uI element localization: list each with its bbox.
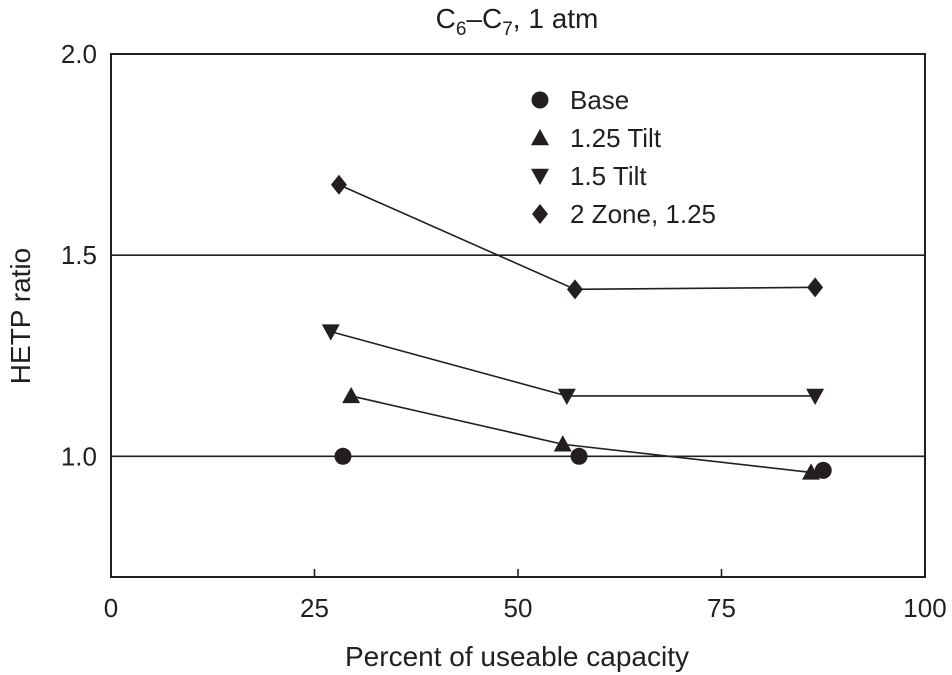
point-base-2 [570, 447, 588, 465]
x-tick-label-25: 25 [300, 593, 329, 623]
legend-label-2-zone-1-25: 2 Zone, 1.25 [570, 199, 716, 229]
legend-label-base: Base [570, 85, 629, 115]
legend: Base 1.25 Tilt 1.5 Tilt 2 Zone, 1.25 [531, 85, 716, 229]
x-tick-label-100: 100 [903, 593, 946, 623]
point-2-zone-1-25-1 [330, 174, 347, 195]
point-base-3 [814, 461, 832, 479]
y-axis-label: HETP ratio [5, 248, 36, 384]
point-1-25-tilt-1 [342, 386, 361, 404]
y-tick-label-1-5: 1.5 [61, 240, 97, 270]
axis-ticks: 0 25 50 75 100 1.0 1.5 2.0 [61, 39, 947, 623]
point-1-5-tilt-3 [806, 388, 825, 405]
series-line-1-5-tilt [330, 330, 816, 397]
point-1-5-tilt-1 [321, 324, 340, 341]
y-tick-label-1: 1.0 [61, 441, 97, 471]
x-axis-label: Percent of useable capacity [345, 641, 689, 672]
legend-marker-1-25-tilt [531, 129, 549, 146]
chart-title-dash: –C [466, 3, 502, 34]
point-1-5-tilt-2 [557, 388, 576, 405]
chart-title-tail: , 1 atm [513, 3, 599, 34]
legend-label-1-5-tilt: 1.5 Tilt [570, 161, 647, 191]
point-2-zone-1-25-3 [807, 277, 824, 298]
plot-frame [110, 53, 926, 578]
point-2-zone-1-25-2 [566, 279, 583, 300]
chart-title-base: C [436, 3, 456, 34]
legend-label-1-25-tilt: 1.25 Tilt [570, 123, 662, 153]
chart-title-sub1: 6 [456, 19, 467, 40]
legend-marker-base [531, 91, 549, 109]
y-tick-label-2: 2.0 [61, 39, 97, 69]
point-base-1 [334, 447, 352, 465]
point-1-25-tilt-3 [802, 463, 821, 480]
chart-title-sub2: 7 [502, 19, 513, 40]
point-1-25-tilt-2 [553, 435, 572, 452]
chart-title: C6–C7, 1 atm [436, 3, 599, 40]
legend-marker-2-zone-1-25 [532, 204, 548, 224]
series-markers [321, 174, 832, 480]
x-tick-label-0: 0 [104, 593, 118, 623]
legend-marker-1-5-tilt [531, 168, 549, 185]
gridlines [111, 254, 925, 458]
x-tick-label-75: 75 [707, 593, 736, 623]
x-tick-label-50: 50 [504, 593, 533, 623]
